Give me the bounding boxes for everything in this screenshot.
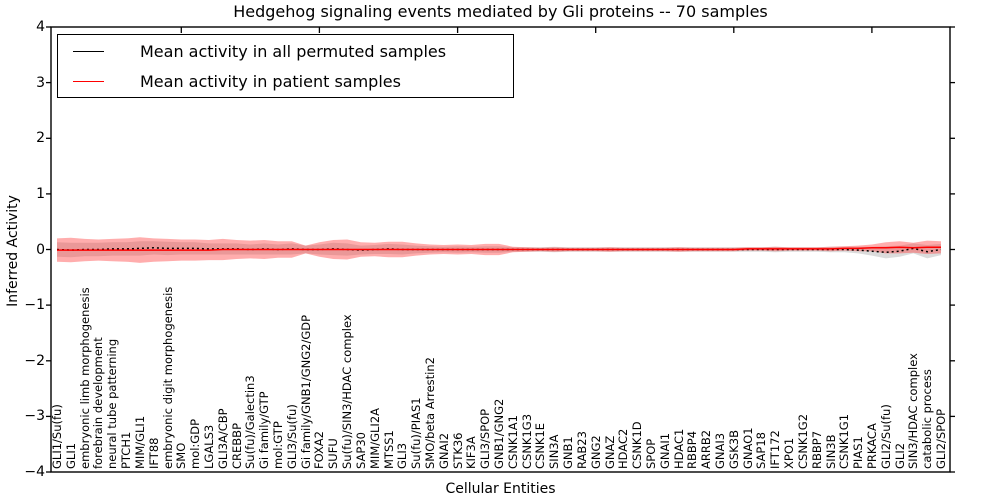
y-tick-label: 0 — [36, 241, 45, 258]
x-tick-label: GLI3/Su(fu) — [284, 404, 299, 469]
x-tick-label: CSNK1G3 — [519, 413, 534, 469]
y-tick-label: −3 — [24, 408, 45, 425]
x-tick-label: MIM/GLI1 — [132, 415, 147, 469]
x-tick-label: HDAC2 — [616, 428, 631, 469]
x-tick-label: Gi family/GNB1/GNG2/GDP — [298, 314, 313, 469]
mean-line-patient — [57, 246, 941, 251]
x-tick-label: GNG2 — [588, 435, 603, 469]
x-tick-label: GLI3A/CBP — [215, 408, 230, 469]
x-tick-label: SAP30 — [353, 432, 368, 469]
x-tick-label: RBBP7 — [809, 430, 824, 469]
x-tick-label: SAP18 — [754, 432, 769, 469]
x-tick-label: CSNK1E — [533, 422, 548, 469]
x-tick-label: CSNK1A1 — [505, 415, 520, 469]
x-tick-label: GLI2/Su(fu) — [878, 404, 893, 469]
y-tick-label: 1 — [36, 185, 45, 202]
y-tick-label: 4 — [36, 19, 45, 35]
x-tick-label: HDAC1 — [671, 428, 686, 469]
x-tick-label: GNAI1 — [657, 432, 672, 469]
y-axis-label: Inferred Activity — [5, 195, 21, 307]
x-tick-label: STK36 — [450, 432, 465, 470]
x-tick-label: GLI2/SPOP — [934, 408, 948, 469]
x-tick-label: CSNK1G1 — [837, 413, 852, 469]
x-tick-label: RAB23 — [574, 431, 589, 469]
x-tick-label: GNB1/GNG2 — [492, 398, 506, 469]
x-tick-label: SMO/beta Arrestin2 — [422, 357, 437, 469]
x-tick-label: GLI3 — [395, 442, 410, 469]
x-tick-label: CREBBP — [229, 423, 244, 469]
x-tick-label: PTCH1 — [119, 431, 134, 469]
x-tick-label: Su(fu)/Galectin3 — [243, 375, 258, 469]
x-tick-label: embryonic limb morphogenesis — [77, 287, 92, 469]
legend-label-patient: Mean activity in patient samples — [140, 71, 401, 91]
x-tick-label: Gi family/GTP — [257, 391, 272, 469]
x-tick-label: SIN3/HDAC complex — [906, 353, 921, 469]
y-tick-label: 2 — [36, 130, 45, 147]
x-tick-label: ARRB2 — [699, 429, 714, 469]
x-tick-label: GNAZ — [602, 435, 617, 469]
x-tick-label: GNB1 — [561, 436, 576, 469]
x-tick-label: KIF3A — [464, 436, 479, 469]
x-tick-label: CSNK1G2 — [795, 413, 810, 469]
x-tick-label: SPOP — [643, 438, 658, 469]
x-tick-label: forebrain development — [91, 337, 106, 469]
y-tick-label: −2 — [24, 352, 45, 369]
x-tick-label: SIN3A — [547, 434, 562, 469]
x-tick-label: GLI1 — [63, 442, 78, 469]
x-tick-label: GNAI2 — [436, 432, 451, 469]
x-tick-label: RBBP4 — [685, 430, 700, 469]
x-tick-label: catabolic process — [920, 369, 935, 469]
x-tick-label: IFT88 — [146, 437, 161, 469]
x-tick-label: Su(fu)/PIAS1 — [409, 397, 424, 469]
x-tick-label: SUFU — [326, 438, 341, 469]
chart-title: Hedgehog signaling events mediated by Gl… — [233, 2, 768, 21]
y-tick-label: 3 — [36, 74, 45, 91]
y-tick-label: −1 — [24, 297, 45, 314]
legend-line-patient — [73, 80, 104, 82]
legend-entry-permuted: Mean activity in all permuted samples — [58, 36, 446, 66]
x-tick-label: PRKACA — [864, 423, 879, 469]
x-tick-label: MIM/GLI2A — [367, 407, 382, 469]
x-tick-label: FOXA2 — [312, 431, 327, 469]
x-tick-label: LGALS3 — [201, 424, 216, 469]
x-tick-label: SIN3B — [823, 434, 838, 470]
x-tick-label: MTSS1 — [381, 430, 396, 469]
x-tick-label: embryonic digit morphogenesis — [160, 286, 175, 469]
legend-entry-patient: Mean activity in patient samples — [58, 66, 401, 96]
x-tick-label: PIAS1 — [851, 436, 866, 469]
x-tick-label: mol:GDP — [188, 418, 203, 469]
x-tick-label: SMO — [174, 442, 189, 469]
x-tick-label: CSNK1D — [630, 421, 645, 469]
legend: Mean activity in all permuted samples Me… — [57, 34, 514, 98]
x-tick-label: GSK3B — [726, 430, 741, 469]
x-tick-label: neural tube patterning — [105, 338, 120, 469]
legend-line-permuted — [73, 50, 104, 52]
x-tick-label: GLI2 — [892, 442, 907, 469]
x-tick-label: XPO1 — [782, 437, 797, 469]
x-axis-label: Cellular Entities — [445, 481, 556, 497]
x-tick-label: mol:GTP — [271, 421, 285, 469]
x-tick-label: GLI3/SPOP — [478, 408, 493, 469]
x-tick-label: IFT172 — [768, 430, 783, 469]
x-tick-label: GNAO1 — [740, 427, 755, 469]
legend-label-permuted: Mean activity in all permuted samples — [140, 41, 447, 61]
x-tick-label: GNAI3 — [713, 432, 727, 469]
x-tick-label: GLI1/Su(fu) — [50, 404, 64, 469]
y-tick-label: −4 — [24, 464, 45, 480]
x-tick-label: Su(fu)/SIN3/HDAC complex — [340, 314, 355, 469]
